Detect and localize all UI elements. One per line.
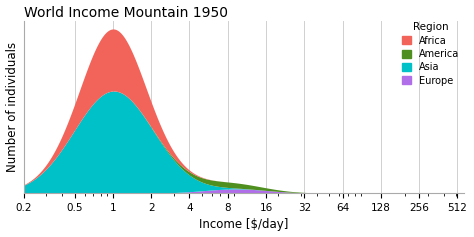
Text: World Income Mountain 1950: World Income Mountain 1950 bbox=[24, 5, 228, 20]
Y-axis label: Number of individuals: Number of individuals bbox=[6, 42, 18, 172]
X-axis label: Income [$/day]: Income [$/day] bbox=[200, 219, 289, 232]
Legend: Africa, America, Asia, Europe: Africa, America, Asia, Europe bbox=[401, 22, 459, 86]
